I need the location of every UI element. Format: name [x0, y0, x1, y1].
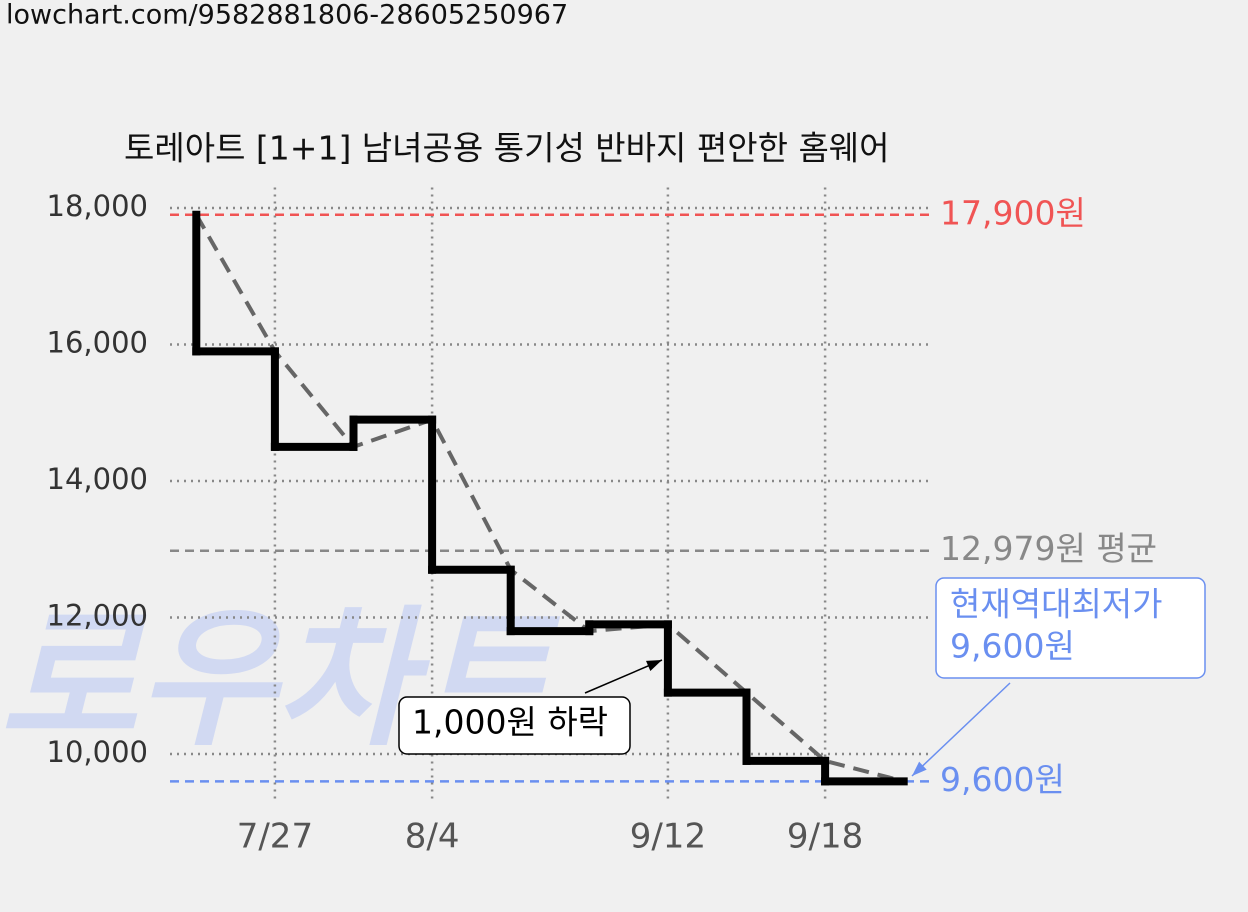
reference-label: 12,979원 평균 — [940, 529, 1157, 568]
annotation-arrow — [911, 682, 1011, 777]
x-tick-label: 9/18 — [787, 817, 863, 857]
annotation-box — [398, 696, 631, 755]
annotation-text: 9,600원 — [950, 627, 1075, 666]
trend-line — [194, 213, 905, 784]
y-tick-label: 10,000 — [47, 735, 148, 769]
y-tick-label: 16,000 — [47, 325, 148, 359]
annotation-arrowhead — [646, 660, 662, 671]
url: lowchart.com/9582881806-28605250967 — [6, 0, 568, 31]
annotation-text: 현재역대최저가 — [950, 585, 1163, 624]
x-tick-label: 8/4 — [405, 817, 460, 857]
chart-title: 토레아트 [1+1] 남녀공용 통기성 반바지 편안한 홈웨어 — [124, 129, 890, 168]
y-tick-label: 12,000 — [47, 599, 148, 633]
annotation-arrowhead — [912, 761, 927, 776]
y-tick-label: 18,000 — [47, 189, 148, 223]
reference-label: 9,600원 — [940, 760, 1065, 799]
annotation-text: 1,000원 하락 — [412, 703, 608, 742]
annotation-box — [935, 577, 1206, 679]
reference-label: 17,900원 — [940, 193, 1086, 232]
x-tick-label: 9/12 — [630, 817, 706, 857]
x-tick-label: 7/27 — [237, 817, 313, 857]
y-tick-label: 14,000 — [47, 462, 148, 496]
